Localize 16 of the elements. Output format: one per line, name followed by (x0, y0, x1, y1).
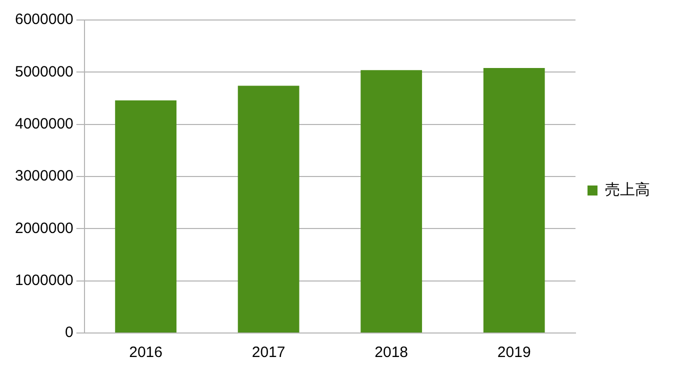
x-tick-label: 2019 (497, 344, 531, 362)
y-tick-label: 3000000 (14, 168, 74, 185)
x-tick-label: 2016 (129, 344, 162, 362)
y-tick-label: 5000000 (14, 63, 74, 80)
y-tick-label: 4000000 (14, 115, 74, 132)
bar (360, 70, 422, 332)
bar (238, 86, 300, 332)
y-tick-label: 0 (65, 324, 74, 342)
y-tick-label: 2000000 (14, 220, 74, 237)
x-tick-label: 2018 (374, 344, 408, 362)
x-tick-label: 2017 (252, 344, 286, 362)
bar (483, 68, 545, 332)
legend-label: 売上高 (605, 182, 650, 199)
y-tick-label: 1000000 (14, 272, 74, 289)
bar (115, 100, 176, 332)
y-tick-label: 6000000 (14, 11, 74, 28)
